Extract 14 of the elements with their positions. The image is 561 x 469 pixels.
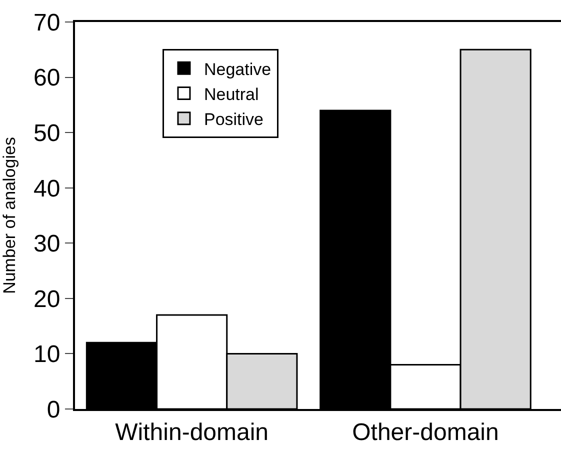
y-tick-label: 0 [46, 396, 60, 424]
y-tick-label: 70 [33, 9, 60, 36]
y-tick-label: 10 [33, 341, 60, 368]
legend-label: Negative [204, 60, 272, 79]
y-tick-label: 30 [33, 230, 60, 258]
y-tick-label: 60 [33, 64, 60, 92]
legend-label: Positive [204, 110, 264, 129]
y-axis-title: Number of analogies [0, 137, 19, 294]
x-tick-label: Other-domain [352, 418, 499, 446]
y-tick-label: 20 [33, 286, 60, 313]
y-tick-label: 40 [33, 175, 60, 202]
legend-label: Neutral [204, 84, 259, 104]
y-tick-label: 50 [33, 120, 60, 147]
x-tick-label: Within-domain [115, 418, 269, 446]
